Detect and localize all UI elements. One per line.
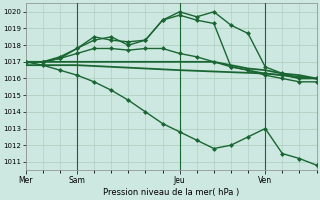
X-axis label: Pression niveau de la mer( hPa ): Pression niveau de la mer( hPa ): [103, 188, 239, 197]
